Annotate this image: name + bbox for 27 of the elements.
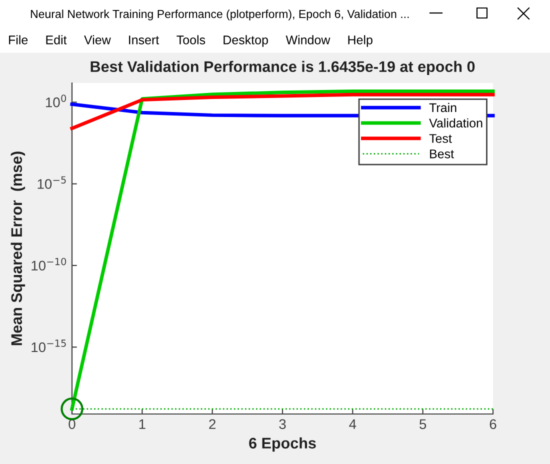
text: Tools [176,35,206,44]
x-tick-label: 5 [420,419,426,430]
legend-label: Best [430,150,454,158]
line-series [70,92,495,130]
text: Desktop [224,35,268,47]
text: View [84,35,111,44]
x-axis-title: 6 Epochs [249,437,316,452]
text: Neural Network Training Performance (plotperform), Epoch 6, Validation ... [30,10,409,20]
text: File [9,35,28,44]
y-tick-label: 10$^{−10}$ [32,258,66,271]
x-tick-label: 2 [209,419,216,429]
x-tick-label: 3 [279,419,286,430]
y-axis-title: Mean Squared Error (mse) [10,152,26,346]
y-tick-label: 10$^{0}$ [46,94,66,108]
text: Window [286,35,330,44]
x-tick-label: 6 [490,419,496,430]
x-tick-label: 4 [349,419,356,429]
text: Edit [46,35,67,44]
legend-label: Validation [429,118,482,128]
legend-label: Train [429,102,456,112]
x-tick-label: 1 [139,419,146,429]
y-tick-label: 10$^{−5}$ [38,176,66,189]
text: Insert [129,36,160,44]
text: Help [348,35,372,47]
chart-title: Best Validation Performance is 1.6435e-19 at epoch 0 [90,60,475,76]
y-tick-label: 10$^{−15}$ [32,340,66,352]
legend-label: Test [429,134,452,143]
